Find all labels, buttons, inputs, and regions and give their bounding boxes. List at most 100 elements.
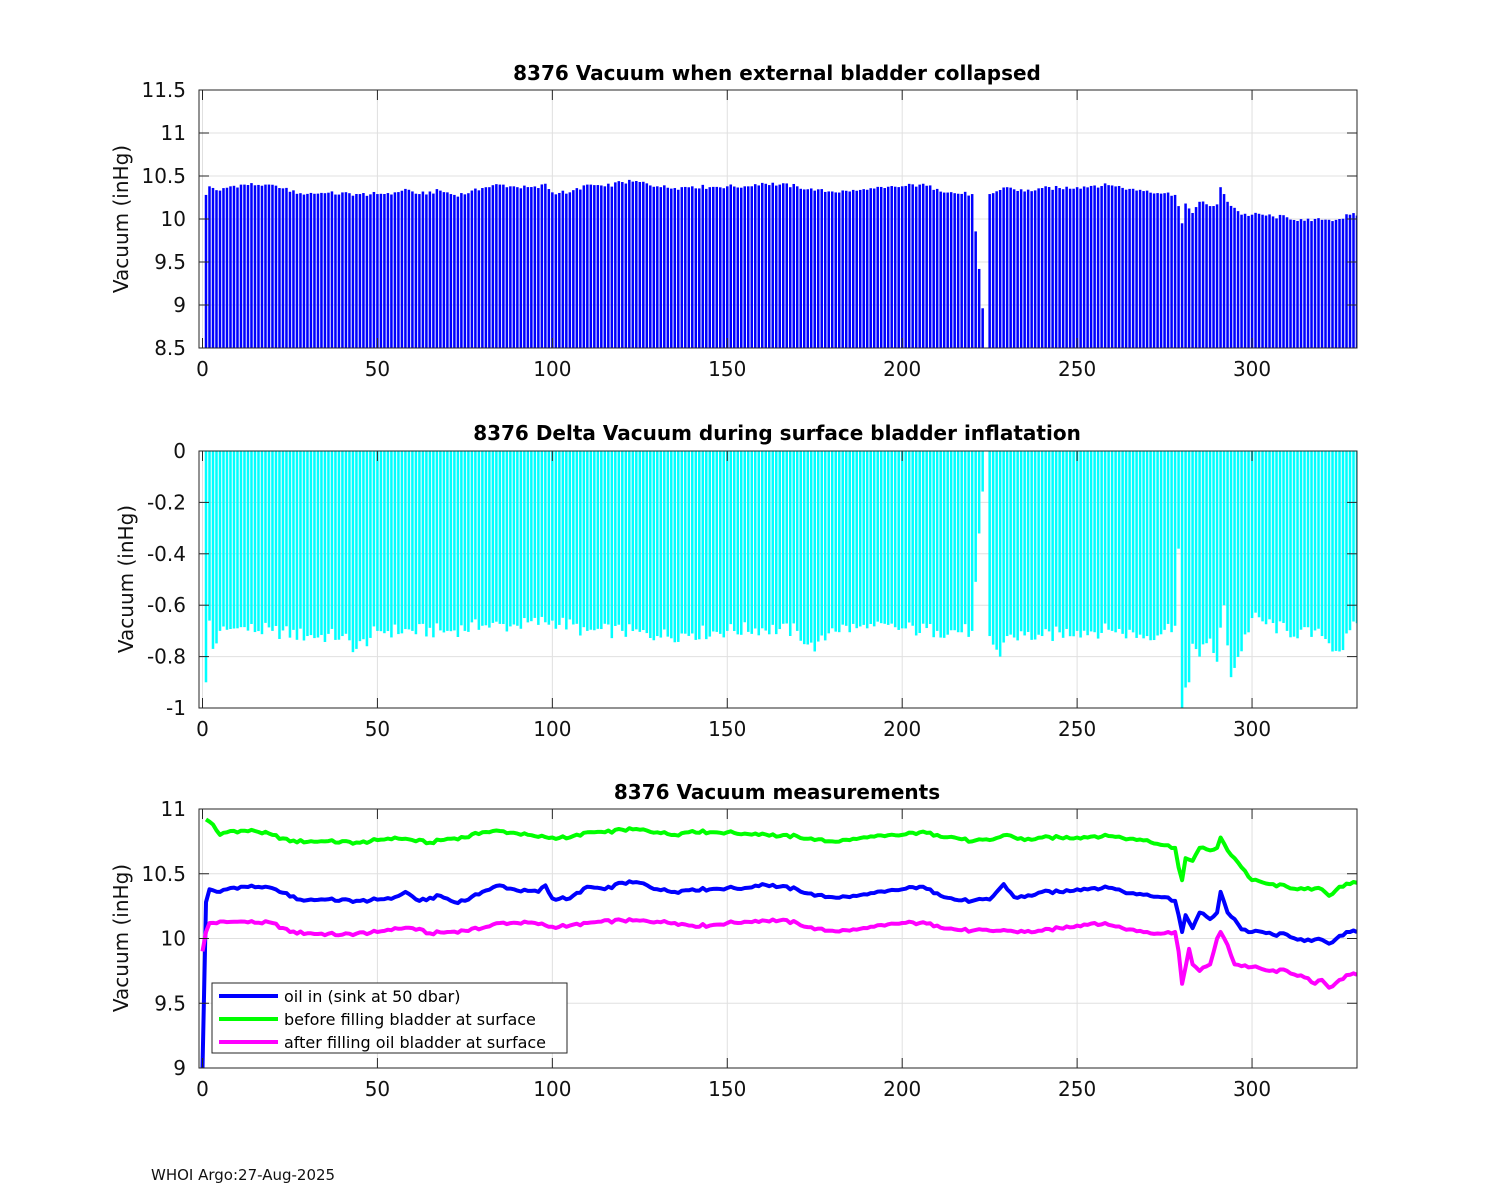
bar bbox=[802, 189, 806, 348]
bar bbox=[1075, 451, 1079, 631]
bar bbox=[1159, 451, 1163, 635]
bar bbox=[477, 190, 481, 348]
bar bbox=[1194, 207, 1198, 348]
bar bbox=[932, 189, 935, 348]
bar bbox=[260, 185, 264, 348]
bar bbox=[1310, 221, 1313, 348]
bar bbox=[694, 188, 698, 348]
bar bbox=[1352, 451, 1355, 622]
bar bbox=[1068, 188, 1072, 348]
bar bbox=[1051, 189, 1054, 348]
bar bbox=[379, 193, 383, 348]
bar bbox=[698, 188, 701, 348]
bar bbox=[355, 193, 358, 348]
bar bbox=[1240, 214, 1243, 348]
bar bbox=[1271, 216, 1275, 348]
bar bbox=[621, 182, 624, 348]
bar bbox=[530, 187, 533, 348]
bar bbox=[610, 451, 614, 639]
bar bbox=[883, 188, 886, 348]
bar bbox=[998, 451, 1002, 657]
bar bbox=[1310, 451, 1313, 637]
bar bbox=[935, 188, 939, 348]
bar bbox=[274, 185, 278, 348]
bar bbox=[1103, 183, 1107, 348]
legend-label-0: oil in (sink at 50 dbar) bbox=[284, 987, 461, 1006]
bar bbox=[900, 451, 904, 629]
bar bbox=[1044, 186, 1047, 348]
bar bbox=[890, 451, 893, 624]
bar bbox=[372, 191, 376, 348]
bar bbox=[470, 190, 474, 348]
y-tick-label: 9.5 bbox=[154, 250, 186, 274]
bar bbox=[432, 451, 435, 638]
bar bbox=[1299, 219, 1303, 348]
bar bbox=[995, 191, 998, 348]
bar bbox=[684, 186, 687, 348]
bar bbox=[491, 451, 495, 623]
bar bbox=[918, 451, 921, 633]
bar bbox=[1334, 451, 1338, 651]
bar bbox=[407, 451, 411, 630]
bar bbox=[764, 451, 768, 631]
bar bbox=[1128, 451, 1131, 630]
bar bbox=[785, 451, 789, 624]
x-tick-label: 50 bbox=[365, 717, 390, 741]
bar bbox=[1012, 189, 1016, 348]
bar bbox=[1320, 451, 1324, 637]
bar bbox=[428, 451, 432, 628]
bar bbox=[939, 191, 942, 348]
bar bbox=[1166, 192, 1170, 348]
bar bbox=[495, 451, 498, 622]
bar bbox=[1180, 451, 1184, 708]
axes-box bbox=[198, 450, 1358, 709]
bar bbox=[991, 193, 995, 348]
bar bbox=[446, 192, 449, 348]
bar bbox=[218, 190, 222, 348]
bar bbox=[691, 451, 694, 634]
bar bbox=[729, 451, 733, 625]
bar bbox=[397, 192, 400, 348]
bar bbox=[495, 184, 498, 348]
bar bbox=[586, 184, 589, 348]
bar bbox=[886, 186, 890, 348]
bar bbox=[463, 194, 467, 348]
bar bbox=[680, 187, 684, 348]
bar bbox=[1079, 451, 1082, 638]
bar bbox=[600, 185, 603, 348]
bar bbox=[463, 451, 467, 631]
bar bbox=[1327, 451, 1331, 644]
bar bbox=[998, 189, 1002, 348]
bar bbox=[477, 451, 481, 630]
bar bbox=[988, 451, 991, 637]
bar bbox=[243, 184, 246, 348]
legend-label-2: after filling oil bladder at surface bbox=[284, 1033, 546, 1052]
bar bbox=[1012, 451, 1016, 638]
bar bbox=[886, 451, 890, 625]
bar bbox=[1236, 211, 1240, 348]
bar bbox=[1082, 451, 1086, 631]
bar bbox=[837, 192, 841, 348]
bar bbox=[537, 451, 540, 625]
bar bbox=[439, 190, 442, 348]
bar bbox=[1215, 451, 1219, 662]
bar bbox=[795, 451, 799, 631]
bar bbox=[1289, 451, 1292, 638]
x-tick-label: 300 bbox=[1233, 357, 1271, 381]
bar bbox=[631, 181, 635, 348]
bar bbox=[1047, 451, 1051, 632]
bar bbox=[365, 195, 369, 348]
x-tick-label: 200 bbox=[883, 717, 921, 741]
y-tick-label: 0 bbox=[173, 439, 186, 463]
panel-1-title: 8376 Vacuum when external bladder collap… bbox=[513, 61, 1041, 85]
bar bbox=[932, 451, 935, 638]
y-tick-label: -0.6 bbox=[147, 593, 186, 617]
bar bbox=[1338, 451, 1341, 652]
bar bbox=[844, 451, 848, 626]
bar bbox=[593, 451, 596, 631]
bar bbox=[1278, 214, 1282, 348]
y-tick-label: 11 bbox=[161, 797, 186, 821]
bar bbox=[467, 193, 470, 348]
bar bbox=[1145, 451, 1149, 637]
bar bbox=[722, 188, 726, 348]
